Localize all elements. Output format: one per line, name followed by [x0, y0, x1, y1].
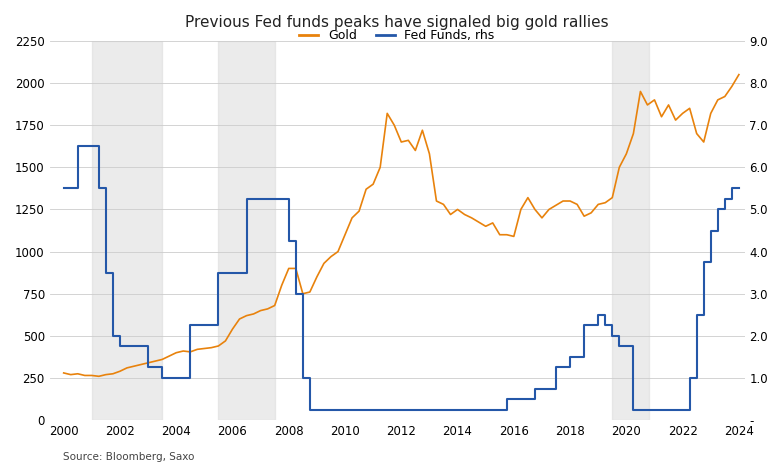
Bar	[218, 41, 275, 420]
Bar	[612, 41, 649, 420]
Text: Source: Bloomberg, Saxo: Source: Bloomberg, Saxo	[63, 453, 194, 462]
Bar	[92, 41, 162, 420]
Title: Previous Fed funds peaks have signaled big gold rallies: Previous Fed funds peaks have signaled b…	[186, 15, 609, 30]
Legend: Gold, Fed Funds, rhs: Gold, Fed Funds, rhs	[294, 24, 500, 47]
